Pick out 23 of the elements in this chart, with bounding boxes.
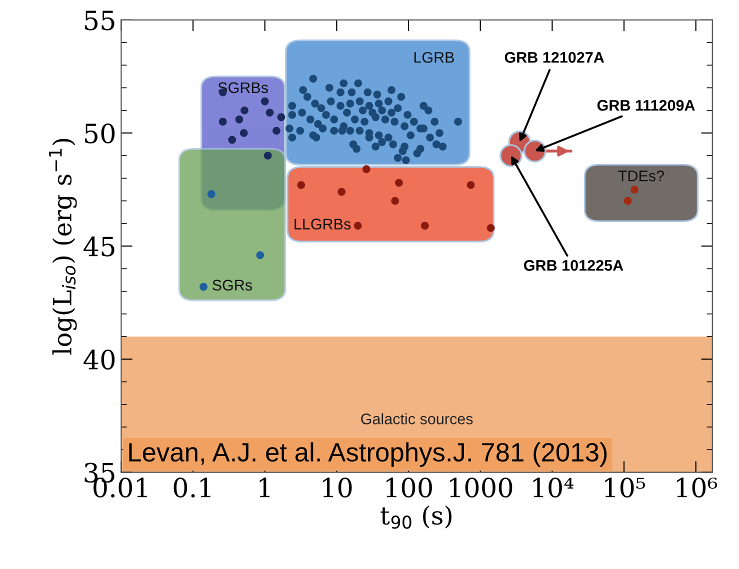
x-tick-label: 10⁵ bbox=[605, 478, 646, 498]
y-tick-label: 50 bbox=[85, 123, 115, 144]
x-axis-title: t$_{90}$ (s) bbox=[380, 505, 452, 529]
x-tick-label: 100 bbox=[386, 478, 432, 498]
x-tick-label: 1000 bbox=[450, 478, 512, 498]
annotation: Levan, A.J. et al. Astrophys.J. 781 (2013) bbox=[129, 442, 607, 467]
x-tick-label: 10 bbox=[323, 478, 352, 498]
series-label: TDEs? bbox=[618, 170, 664, 182]
band-label: Galactic sources bbox=[361, 413, 473, 424]
annotation: GRB 121027A bbox=[504, 52, 604, 63]
x-tick-label: 1 bbox=[260, 478, 270, 498]
y-axis-title: log(L$_{iso}$) (erg s$^{−1}$) bbox=[48, 138, 77, 355]
y-tick-label: 40 bbox=[84, 350, 115, 370]
x-tick-label: 10⁴ bbox=[533, 478, 574, 498]
series-label: SGRs bbox=[212, 280, 252, 291]
y-tick-label: 45 bbox=[84, 236, 114, 256]
text: LGRB bbox=[414, 52, 454, 63]
x-tick-label: 10⁶ bbox=[676, 478, 718, 498]
annotation: GRB 101225A bbox=[524, 260, 624, 271]
y-tick-label: 55 bbox=[85, 10, 114, 30]
series-label: LLGRBs bbox=[294, 218, 351, 230]
annotation: GRB 111209A bbox=[597, 100, 695, 111]
x-tick-label: 0.1 bbox=[174, 478, 210, 498]
